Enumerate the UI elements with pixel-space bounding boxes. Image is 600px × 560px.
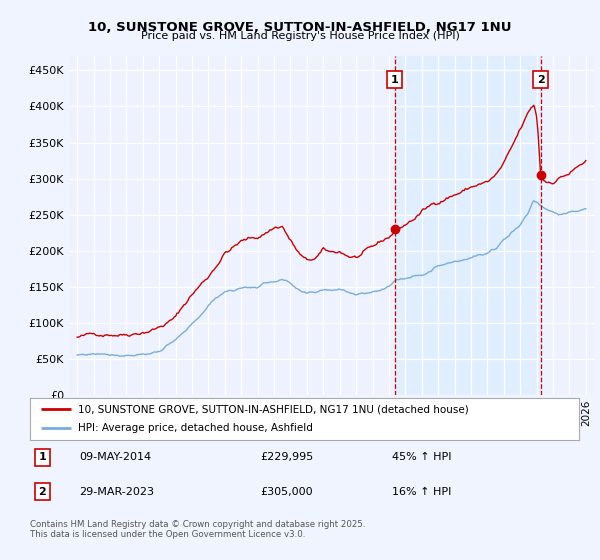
Text: £305,000: £305,000 [260,487,313,497]
Text: HPI: Average price, detached house, Ashfield: HPI: Average price, detached house, Ashf… [79,423,313,433]
Text: 1: 1 [38,452,46,463]
Text: 09-MAY-2014: 09-MAY-2014 [79,452,152,463]
Text: 1: 1 [391,74,398,85]
Bar [395,56,541,395]
Text: 29-MAR-2023: 29-MAR-2023 [79,487,154,497]
Text: 2: 2 [536,74,544,85]
Text: 45% ↑ HPI: 45% ↑ HPI [392,452,452,463]
Text: 16% ↑ HPI: 16% ↑ HPI [392,487,452,497]
Text: Price paid vs. HM Land Registry's House Price Index (HPI): Price paid vs. HM Land Registry's House … [140,31,460,41]
Text: 10, SUNSTONE GROVE, SUTTON-IN-ASHFIELD, NG17 1NU: 10, SUNSTONE GROVE, SUTTON-IN-ASHFIELD, … [88,21,512,34]
Text: Contains HM Land Registry data © Crown copyright and database right 2025.
This d: Contains HM Land Registry data © Crown c… [30,520,365,539]
Text: 10, SUNSTONE GROVE, SUTTON-IN-ASHFIELD, NG17 1NU (detached house): 10, SUNSTONE GROVE, SUTTON-IN-ASHFIELD, … [79,404,469,414]
Text: 2: 2 [38,487,46,497]
Text: £229,995: £229,995 [260,452,314,463]
